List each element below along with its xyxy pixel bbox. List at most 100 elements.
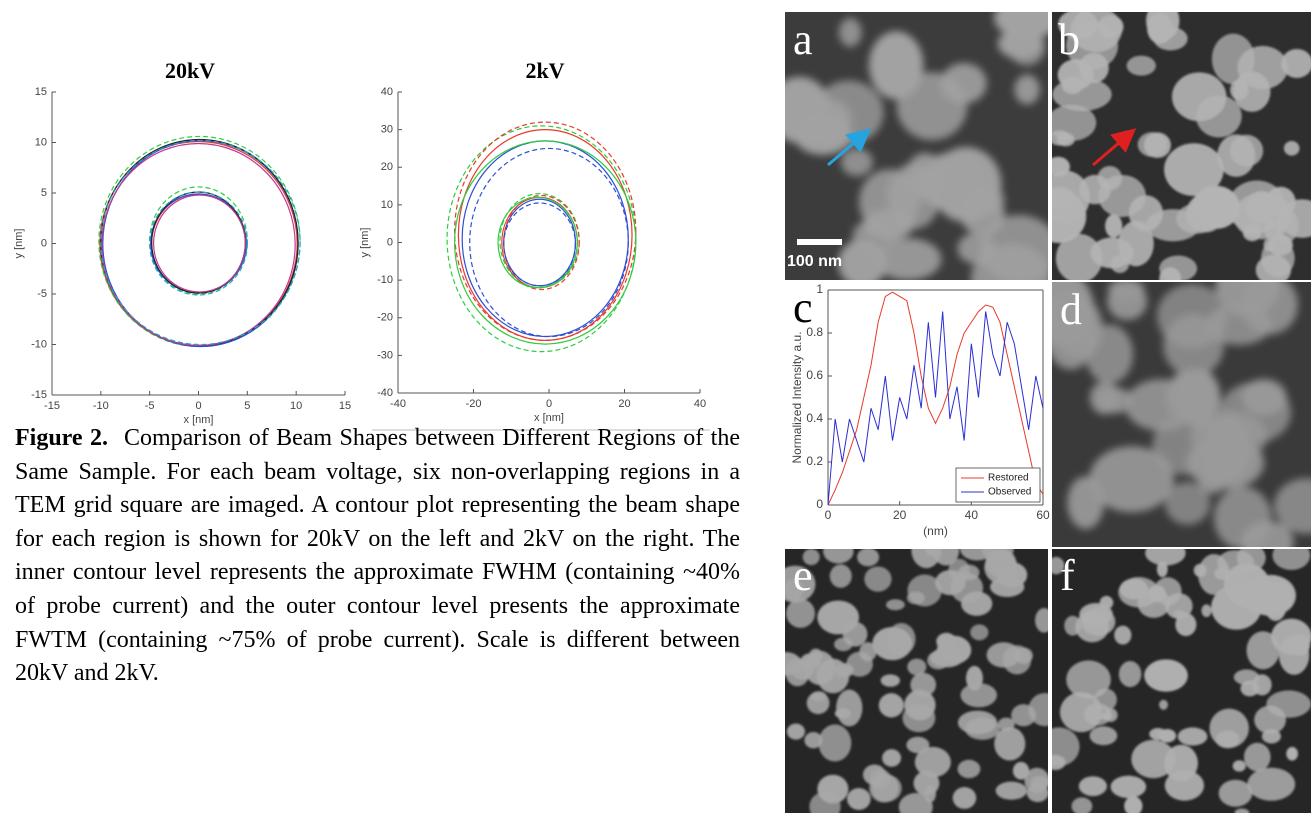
- grain: [785, 565, 816, 603]
- x-tick-label: -5: [145, 400, 155, 412]
- x-axis-label: x [nm]: [534, 412, 564, 424]
- y-tick-label: 1: [816, 282, 823, 296]
- grain: [1153, 26, 1188, 51]
- y-tick-label: 0.8: [806, 325, 823, 339]
- scale-bar-label: 100 nm: [787, 253, 842, 270]
- x-tick-label: 15: [339, 400, 351, 412]
- grain: [970, 624, 989, 641]
- grain: [1024, 767, 1048, 794]
- x-tick-label: 0: [195, 400, 201, 412]
- x-tick-label: -15: [44, 400, 60, 412]
- grain: [1164, 770, 1205, 801]
- grain: [1137, 132, 1167, 157]
- grain: [924, 549, 940, 557]
- grain: [913, 770, 940, 796]
- grain: [1159, 699, 1168, 710]
- contour: [469, 147, 629, 338]
- grain: [1052, 156, 1070, 177]
- grain: [887, 163, 941, 230]
- grain: [1233, 192, 1292, 240]
- grain: [1286, 746, 1298, 761]
- x-tick-label: 40: [694, 398, 706, 410]
- grain: [1052, 77, 1112, 111]
- grain: [1089, 446, 1175, 513]
- grain: [1165, 481, 1211, 525]
- grain: [914, 746, 951, 778]
- grain: [1266, 690, 1311, 718]
- grain: [1274, 478, 1311, 534]
- y-tick-label: -40: [377, 387, 393, 399]
- grain: [1078, 52, 1109, 84]
- x-tick-label: 10: [290, 400, 302, 412]
- grain: [818, 724, 852, 762]
- grain: [869, 773, 899, 803]
- grain: [1035, 607, 1048, 633]
- grain: [960, 549, 994, 561]
- grain: [1103, 708, 1118, 723]
- scale-bar: [797, 239, 842, 245]
- contour: [152, 194, 246, 293]
- grain: [948, 558, 970, 582]
- grain: [857, 549, 880, 567]
- grain: [957, 759, 981, 779]
- grain: [868, 31, 924, 100]
- legend-label: Restored: [988, 473, 1029, 484]
- grain: [1052, 170, 1090, 224]
- grain: [1281, 48, 1311, 78]
- grain: [1079, 602, 1113, 627]
- grain: [1272, 549, 1311, 570]
- grain: [1052, 755, 1066, 771]
- grain: [874, 238, 942, 280]
- grain: [1255, 254, 1292, 280]
- panel-label: f: [1060, 551, 1075, 600]
- grain: [1014, 74, 1040, 105]
- x-tick-label: -10: [93, 400, 109, 412]
- grain: [1241, 520, 1294, 547]
- grain: [1118, 661, 1142, 688]
- x-axis-label: (nm): [923, 524, 948, 538]
- legend-box: [955, 467, 1041, 503]
- grains: [785, 549, 1048, 813]
- caption-text: Comparison of Beam Shapes between Differ…: [15, 425, 741, 687]
- y-tick-label: -10: [377, 274, 393, 286]
- contour: [100, 139, 301, 346]
- y-tick-label: 0: [41, 237, 47, 249]
- grain: [1175, 612, 1197, 637]
- grain: [1232, 760, 1246, 772]
- y-tick-label: 5: [41, 187, 47, 199]
- grain: [1234, 808, 1250, 813]
- panel-label: a: [793, 15, 813, 64]
- grain: [785, 657, 810, 687]
- grain: [904, 689, 936, 721]
- grain: [786, 598, 816, 628]
- grain: [898, 793, 933, 813]
- x-tick-label: 0: [546, 398, 552, 410]
- grain: [1156, 283, 1228, 349]
- grain: [1096, 387, 1133, 414]
- grain: [817, 774, 849, 804]
- grain: [804, 732, 823, 749]
- grain: [961, 591, 993, 616]
- grain: [1119, 578, 1149, 600]
- grain: [1066, 660, 1111, 699]
- y-tick-label: -30: [377, 349, 393, 361]
- grain: [885, 599, 905, 611]
- grain: [907, 658, 927, 676]
- grain: [1028, 693, 1048, 727]
- grain: [1164, 593, 1193, 620]
- y-tick-label: 0.4: [806, 411, 823, 425]
- chart-title: 20kV: [165, 58, 215, 83]
- grain: [1201, 604, 1212, 618]
- grain: [887, 622, 916, 655]
- grain: [1012, 761, 1030, 780]
- grain: [1145, 209, 1201, 242]
- panel-label: b: [1058, 15, 1080, 64]
- grain: [1008, 28, 1046, 66]
- grain: [984, 551, 1018, 584]
- grain: [1070, 12, 1122, 53]
- grain: [810, 691, 827, 702]
- grain: [1110, 775, 1147, 799]
- y-tick-label: 20: [381, 161, 393, 173]
- grain: [1159, 255, 1198, 280]
